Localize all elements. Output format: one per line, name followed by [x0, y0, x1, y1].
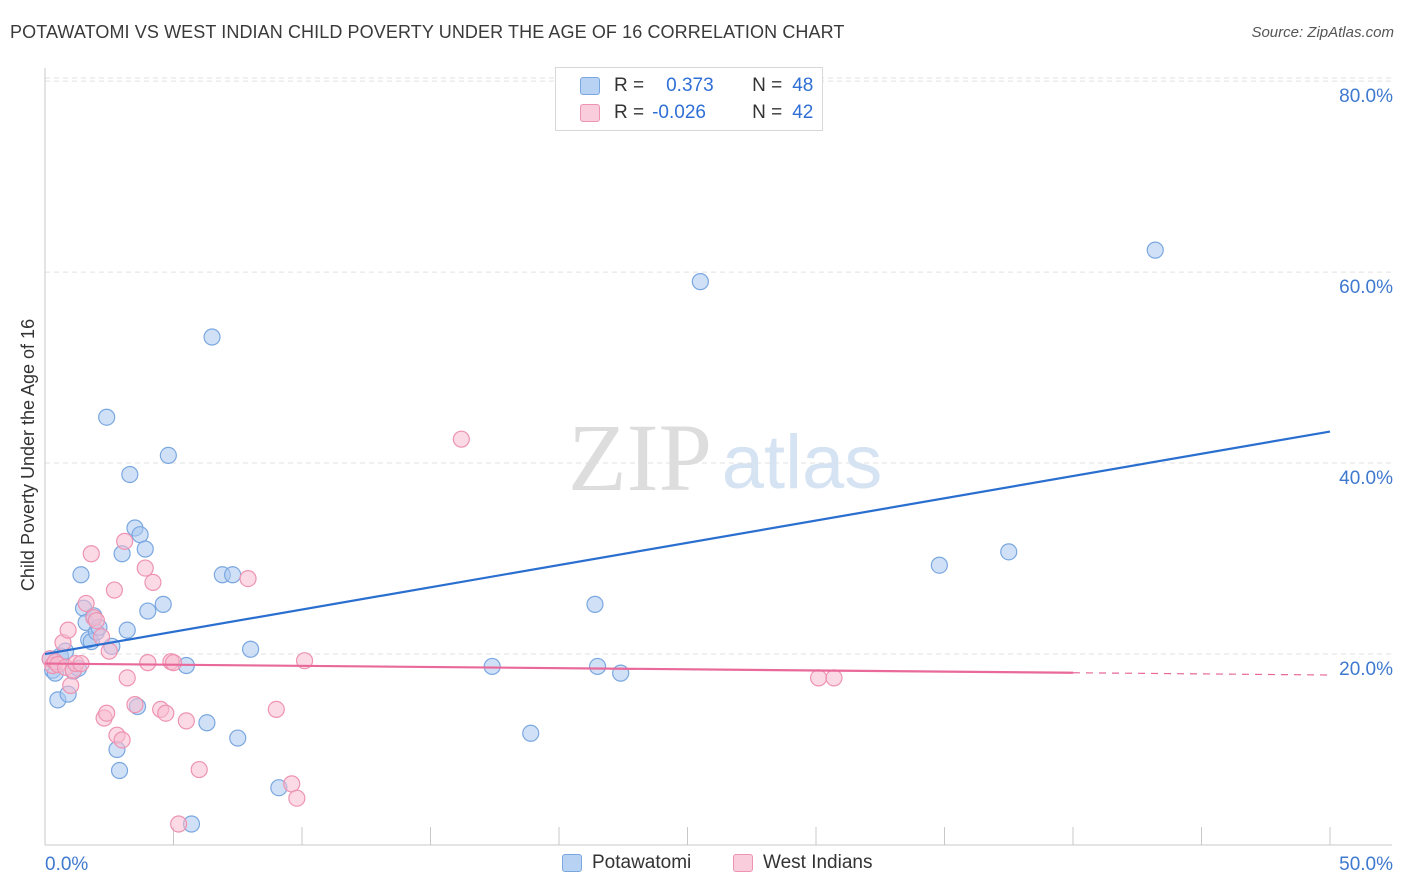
- y-axis-label: Child Poverty Under the Age of 16: [18, 319, 38, 591]
- legend-r-value: 0.373: [666, 75, 714, 96]
- trend-line-0: [44, 430, 1331, 656]
- potawatomi-point: [121, 465, 139, 484]
- potawatomi-point: [586, 595, 604, 613]
- west-indians-point: [288, 789, 306, 807]
- west-indians-point: [809, 669, 828, 687]
- legend-r-value: -0.026: [652, 102, 706, 123]
- west-indians-point: [452, 430, 470, 448]
- series-legend: Potawatomi West Indians: [0, 852, 1406, 876]
- series-label: West Indians: [763, 852, 873, 873]
- gridlines: [45, 77, 1392, 655]
- y-tick-label: 60.0%: [1339, 277, 1393, 298]
- legend-n-value: 42: [792, 102, 814, 123]
- west-indians-point: [113, 731, 131, 749]
- legend-swatch-pink: [580, 104, 600, 122]
- data-points: [41, 241, 1164, 833]
- potawatomi-point: [612, 664, 630, 682]
- series-swatch-pink: [733, 854, 753, 872]
- west-indians-point: [118, 669, 136, 687]
- west-indians-point: [239, 569, 257, 588]
- potawatomi-point: [198, 714, 216, 732]
- axes: [44, 68, 1392, 846]
- potawatomi-point: [118, 621, 136, 639]
- west-indians-point: [164, 654, 183, 672]
- west-indians-point: [267, 700, 285, 719]
- west-indians-point: [62, 676, 80, 695]
- west-indians-point: [283, 775, 301, 793]
- series-swatch-blue: [562, 854, 582, 872]
- x-tick-label-max: 50.0%: [1339, 854, 1393, 875]
- potawatomi-point: [522, 724, 540, 742]
- legend-r-label: R =: [614, 102, 645, 123]
- west-indians-point: [98, 704, 116, 722]
- west-indians-point: [190, 760, 208, 779]
- potawatomi-point: [159, 446, 177, 465]
- potawatomi-point: [98, 408, 116, 426]
- watermark: ZIP atlas: [568, 404, 882, 511]
- west-indians-point: [825, 669, 843, 687]
- correlation-legend: R = 0.373 N = 48 R = -0.026 N = 42: [555, 67, 823, 131]
- west-indians-point: [100, 642, 118, 660]
- source-credit: Source: ZipAtlas.com: [1251, 24, 1394, 41]
- west-indians-point: [82, 545, 100, 563]
- potawatomi-point: [131, 526, 149, 544]
- potawatomi-point: [136, 540, 154, 558]
- y-tick-label: 80.0%: [1339, 86, 1393, 107]
- west-indians-point: [87, 612, 106, 630]
- series-legend-west-indians[interactable]: West Indians: [733, 852, 872, 874]
- chart-title: POTAWATOMI VS WEST INDIAN CHILD POVERTY …: [10, 22, 845, 42]
- trend-line-extension-1: [1072, 672, 1331, 676]
- potawatomi-point: [691, 273, 709, 291]
- trend-lines: [44, 430, 1331, 676]
- watermark-atlas: atlas: [722, 420, 883, 505]
- west-indians-point: [105, 581, 123, 599]
- potawatomi-point: [1000, 543, 1018, 561]
- legend-r-label: R =: [614, 75, 645, 96]
- axis-tick-labels: 20.0% 40.0% 60.0% 80.0% 0.0% 50.0%: [45, 86, 1393, 875]
- x-tick-label-min: 0.0%: [45, 854, 88, 875]
- y-tick-label: 20.0%: [1339, 659, 1393, 680]
- potawatomi-point: [588, 657, 607, 676]
- series-legend-potawatomi[interactable]: Potawatomi: [562, 852, 691, 874]
- potawatomi-point: [229, 729, 247, 747]
- potawatomi-point: [930, 556, 948, 574]
- watermark-zip: ZIP: [568, 404, 712, 511]
- potawatomi-point: [242, 640, 260, 658]
- west-indians-point: [170, 815, 188, 833]
- legend-n-value: 48: [792, 75, 814, 96]
- west-indians-point: [177, 712, 195, 730]
- potawatomi-point: [110, 761, 129, 780]
- west-indians-point: [157, 704, 175, 722]
- potawatomi-point: [154, 595, 172, 613]
- west-indians-point: [116, 532, 134, 550]
- potawatomi-point: [1146, 241, 1164, 259]
- west-indians-point: [144, 573, 162, 592]
- west-indians-point: [139, 654, 157, 672]
- west-indians-point: [126, 696, 144, 714]
- legend-swatch-blue: [580, 77, 600, 95]
- potawatomi-point: [203, 328, 221, 346]
- potawatomi-point: [139, 602, 157, 620]
- series-label: Potawatomi: [592, 852, 692, 873]
- potawatomi-point: [224, 566, 242, 584]
- legend-row-west-indians: R = -0.026 N = 42: [580, 100, 813, 126]
- legend-n-label: N =: [752, 102, 783, 123]
- y-tick-label: 40.0%: [1339, 468, 1393, 489]
- west-indians-point: [77, 594, 95, 613]
- west-indians-point: [136, 559, 154, 577]
- west-indians-point: [295, 652, 314, 670]
- legend-row-potawatomi: R = 0.373 N = 48: [580, 73, 813, 99]
- legend-n-label: N =: [752, 75, 783, 96]
- trend-line-1: [44, 662, 1074, 674]
- potawatomi-point: [72, 566, 90, 584]
- west-indians-point: [59, 621, 77, 639]
